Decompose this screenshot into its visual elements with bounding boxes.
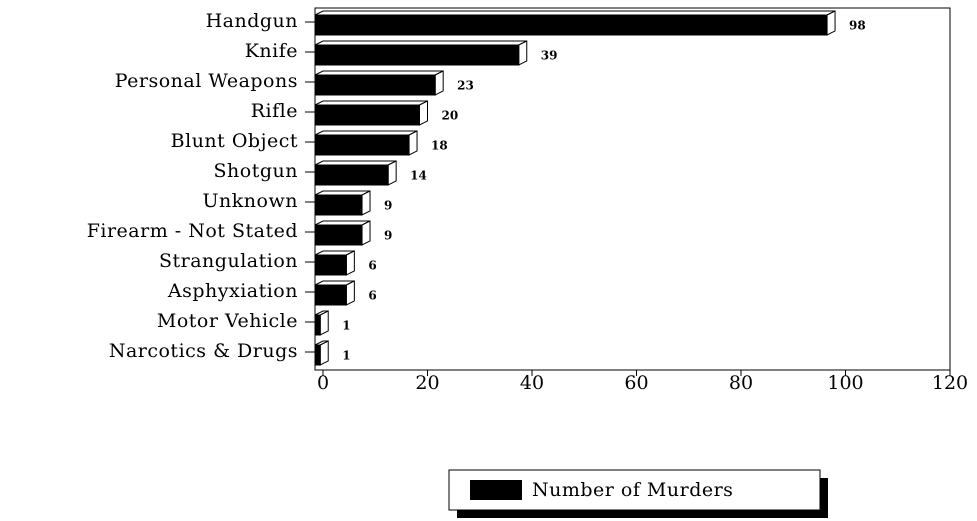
bar [314,314,321,336]
plot-frame [314,7,951,371]
x-tick-label: 20 [415,372,439,394]
bar [314,164,389,186]
bar [314,44,520,66]
x-tick-label: 100 [827,372,863,394]
bar-top [314,130,418,136]
value-label: 98 [849,19,866,33]
y-tick-label: Rifle [251,100,298,122]
y-tick-label: Knife [245,40,298,62]
value-label: 6 [368,289,376,303]
y-tick-label: Shotgun [214,160,298,182]
bar-side [387,160,397,186]
value-label: 6 [368,259,376,273]
bar-side [345,280,355,306]
bar-top [314,100,428,106]
value-label: 1 [342,349,350,363]
bar [314,14,828,36]
bar [314,284,347,306]
value-label: 20 [442,109,459,123]
bar-side [518,40,528,66]
y-tick-label: Handgun [206,10,298,32]
x-tick-label: 60 [624,372,648,394]
bar-side [434,70,444,96]
value-label: 39 [541,49,558,63]
x-tick-label: 40 [520,372,544,394]
y-tick-label: Motor Vehicle [157,310,298,332]
bar-top [314,10,836,16]
bar [314,224,363,246]
value-label: 14 [410,169,427,183]
x-tick-label: 0 [317,372,329,394]
bar [314,134,410,156]
bar-side [419,100,428,126]
bar-side [319,340,329,366]
x-tick-label: 80 [729,372,753,394]
y-tick-label: Personal Weapons [115,70,298,92]
bar [314,74,436,96]
value-label: 23 [457,79,474,93]
y-tick-label: Narcotics & Drugs [109,340,298,362]
bar-side [345,250,355,276]
bar-top [314,160,397,166]
value-label: 9 [384,199,392,213]
y-tick-label: Blunt Object [171,130,298,152]
bar-side [408,130,418,156]
bar-top [314,40,527,46]
bar-top [314,70,444,76]
value-label: 18 [431,139,448,153]
y-tick-label: Unknown [203,190,298,212]
legend-label: Number of Murders [532,479,733,501]
y-tick-label: Strangulation [159,250,298,272]
bar [314,254,347,276]
bar-side [826,10,836,36]
value-label: 9 [384,229,392,243]
bar [314,344,321,366]
bar-side [361,190,371,216]
y-tick-label: Firearm - Not Stated [87,220,298,242]
bar-side [319,310,329,336]
bar [314,104,420,126]
bar-top [314,190,371,196]
y-tick-label: Asphyxiation [167,280,298,302]
legend-swatch [470,480,522,500]
bar-side [361,220,371,246]
bar-top [314,220,371,226]
value-label: 1 [342,319,350,333]
bar [314,194,363,216]
x-tick-label: 120 [932,372,968,394]
